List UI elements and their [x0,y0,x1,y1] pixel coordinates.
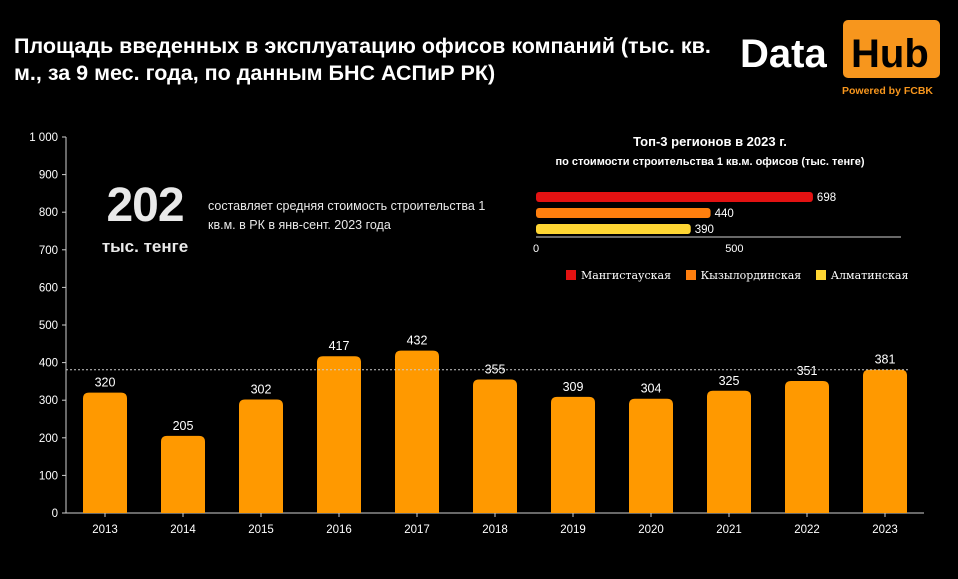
y-tick-label: 1 000 [29,132,58,144]
y-tick-label: 900 [39,170,58,182]
legend-swatch-mangistau [566,270,576,280]
logo-word-data: Data [740,32,827,76]
bar-2015 [239,399,283,513]
inset-bar-1 [536,208,711,218]
kpi-unit: тыс. тенге [101,237,189,256]
legend-item: Мангистауская [566,269,671,282]
legend-item: Алматинская [815,269,909,282]
inset-x-tick-label: 500 [725,243,743,255]
x-tick-label-2013: 2013 [92,524,118,536]
bar-2023 [863,369,907,513]
kpi-description: составляет средняя стоимость строительст… [208,199,486,232]
logo-hub-box [843,20,940,78]
legend-label-kyzylorda: Кызылординская [700,269,802,282]
legend-swatch-kyzylorda [685,270,696,280]
data-label-2016: 417 [329,339,350,353]
kpi-value: 202 [106,179,184,232]
x-tick-label-2023: 2023 [872,524,898,536]
y-tick-label: 500 [39,320,58,332]
bar-2016 [317,356,361,513]
bar-2013 [83,392,127,513]
x-tick-label-2014: 2014 [170,524,196,536]
inset-data-label-1: 440 [715,208,734,220]
data-label-2014: 205 [173,419,194,433]
x-tick-label-2017: 2017 [404,524,430,536]
x-tick-label-2021: 2021 [716,524,742,536]
logo-word-hub: Hub [851,32,929,76]
legend-swatch-almaty [815,270,826,280]
bar-2018 [473,379,517,513]
x-tick-label-2022: 2022 [794,524,820,536]
y-tick-label: 800 [39,207,58,219]
data-label-2013: 320 [95,376,116,390]
main-bar-chart: 0 100 200 300 400 500 600 700 800 900 1 000 320 2013… [29,132,924,536]
data-label-2015: 302 [251,382,272,396]
x-tick-label-2018: 2018 [482,524,508,536]
inset-data-label-0: 698 [817,192,836,204]
inset-bar-2 [536,224,691,234]
y-tick-label: 700 [39,245,58,257]
logo-tagline: Powered by FCBK [842,85,934,97]
data-label-2020: 304 [641,382,662,396]
legend-label-mangistau: Мангистауская [581,269,672,282]
inset-x-tick-label: 0 [533,243,539,255]
bar-2017 [395,350,439,513]
bar-2019 [551,396,595,513]
legend-label-almaty: Алматинская [830,269,909,282]
y-tick-label: 0 [52,508,58,520]
x-tick-label-2016: 2016 [326,524,352,536]
inset-legend: Мангистауская Кызылординская Алматинская [566,269,919,282]
data-label-2021: 325 [719,374,740,388]
inset-chart-subtitle: по стоимости строительства 1 кв.м. офисо… [555,156,865,168]
bar-2022 [785,381,829,513]
y-tick-label: 600 [39,282,58,294]
inset-data-label-2: 390 [695,224,714,236]
y-tick-label: 200 [39,433,58,445]
bar-2020 [629,398,673,513]
data-label-2017: 432 [407,334,428,348]
data-label-2023: 381 [875,353,896,367]
page-title: Площадь введенных в эксплуатацию офисов … [14,34,711,85]
y-tick-label: 100 [39,470,58,482]
data-label-2019: 309 [563,380,584,394]
datahub-logo: Data Hub Powered by FCBK [740,18,945,102]
legend-item: Кызылординская [685,269,802,282]
data-label-2022: 351 [797,364,818,378]
bar-2021 [707,390,751,513]
x-tick-label-2020: 2020 [638,524,664,536]
inset-bar-0 [536,192,813,202]
inset-chart-title: Топ-3 регионов в 2023 г. [633,134,787,149]
y-tick-label: 400 [39,358,58,370]
x-tick-label-2019: 2019 [560,524,586,536]
bar-2014 [161,435,205,513]
y-tick-label: 300 [39,395,58,407]
x-tick-label-2015: 2015 [248,524,274,536]
